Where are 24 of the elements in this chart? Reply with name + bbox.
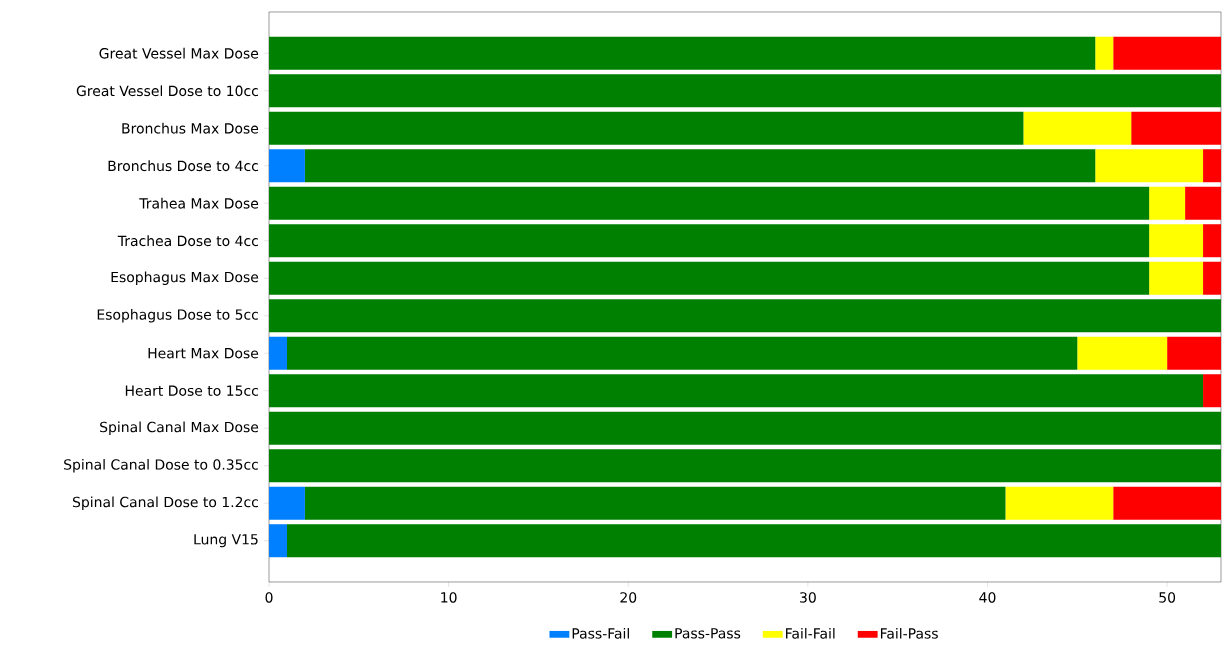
y-tick-label: Esophagus Max Dose bbox=[111, 271, 259, 285]
y-tick-label: Heart Max Dose bbox=[148, 348, 259, 359]
y-tick-label: Spinal Canal Dose to 1.2cc bbox=[72, 496, 258, 510]
x-tick-label: 50 bbox=[1159, 592, 1176, 603]
y-tick-label: Great Vessel Dose to 10cc bbox=[76, 85, 258, 97]
legend-label: Pass-Pass bbox=[675, 628, 741, 639]
x-tick-label: 40 bbox=[979, 592, 996, 603]
legend-label: Fail-Pass bbox=[880, 627, 938, 639]
y-tick-label: Lung V15 bbox=[194, 534, 258, 548]
y-tick-label: Spinal Canal Max Dose bbox=[100, 421, 259, 435]
y-tick-label: Trahea Max Dose bbox=[139, 197, 259, 209]
y-tick-label: Bronchus Max Dose bbox=[122, 122, 259, 134]
y-tick-label: Spinal Canal Dose to 0.35cc bbox=[64, 458, 258, 473]
x-tick-label: 10 bbox=[441, 592, 457, 603]
y-tick-label: Bronchus Dose to 4cc bbox=[108, 160, 258, 172]
y-tick-label: Heart Dose to 15cc bbox=[125, 385, 258, 396]
y-tick-label: Trachea Dose to 4cc bbox=[117, 235, 258, 247]
x-tick-label: 30 bbox=[800, 592, 816, 603]
legend-label: Fail-Fail bbox=[786, 627, 835, 639]
x-tick-label: 0 bbox=[265, 592, 273, 603]
x-tick-label: 20 bbox=[620, 592, 637, 603]
y-tick-label: Great Vessel Max Dose bbox=[99, 47, 259, 59]
legend-label: Pass-Fail bbox=[572, 627, 629, 639]
y-tick-label: Esophagus Dose to 5cc bbox=[97, 308, 258, 323]
